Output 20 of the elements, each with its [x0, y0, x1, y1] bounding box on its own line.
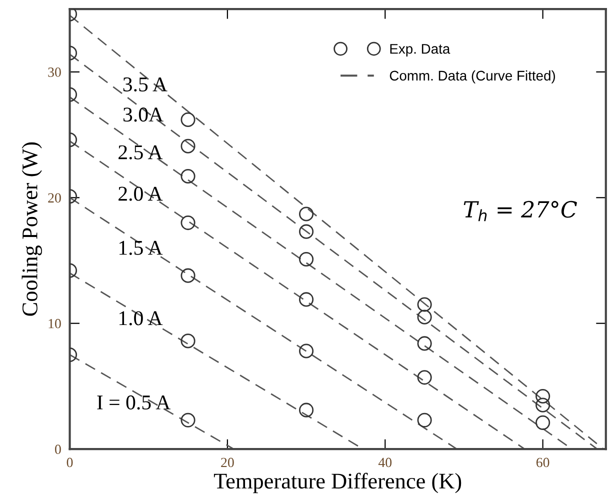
annotation: I = 0.5 A: [97, 395, 171, 410]
x-tick-label: 0: [66, 458, 73, 468]
x-tick-label: 20: [221, 458, 234, 468]
y-tick-label: 0: [55, 444, 61, 454]
annotation: 2.5 A: [118, 145, 163, 160]
annotation: 3.5 A: [123, 77, 168, 92]
annotation: 3.0A: [123, 108, 164, 122]
annotation: 2.0 A: [118, 186, 163, 201]
y-axis-title: Cooling Power (W): [22, 142, 42, 316]
y-tick-label: 30: [48, 68, 61, 77]
annotation: 1.0 A: [119, 311, 163, 326]
x-tick-label: 40: [378, 458, 392, 468]
y-tick-label: 10: [48, 318, 61, 328]
legend-label: Comm. Data (Curve Fitted): [390, 70, 555, 84]
x-tick-label: 60: [536, 458, 550, 468]
x-axis-title: Temperature Difference (K): [214, 472, 462, 494]
y-tick-label: 20: [48, 193, 61, 203]
legend-label: Exp. Data: [390, 44, 450, 57]
annotation: T$_{h}$ = 27°C: [464, 200, 577, 222]
annotation: 1.5 A: [119, 240, 163, 255]
